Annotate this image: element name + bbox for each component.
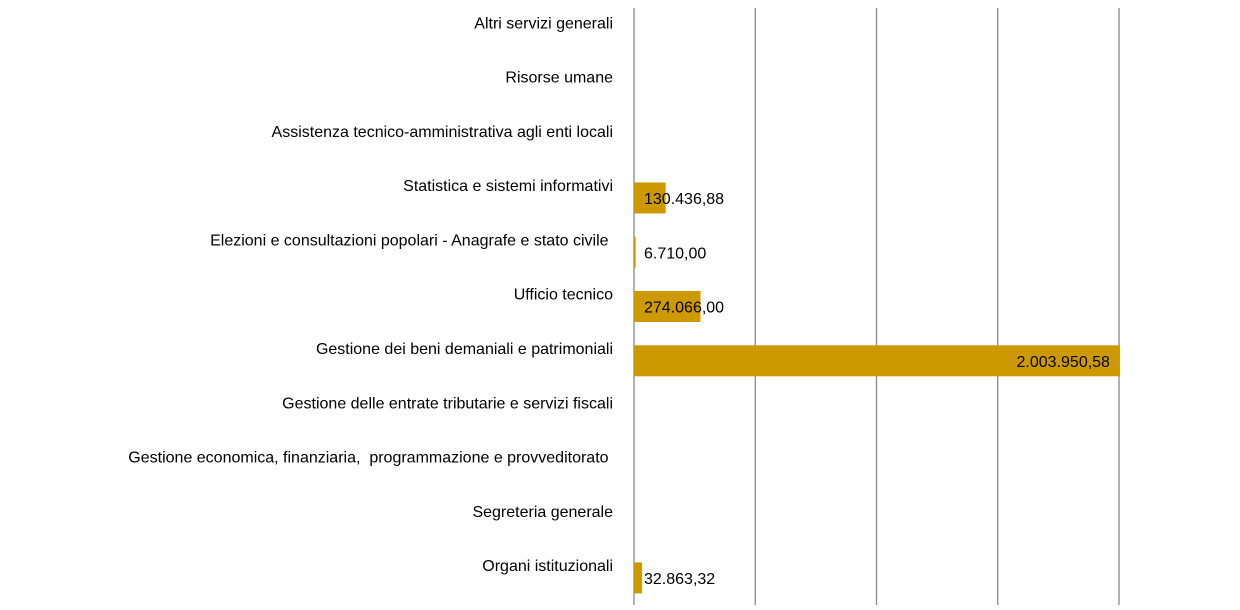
data-label: 130.436,88	[644, 191, 724, 208]
category-label: Altri servizi generali	[474, 15, 613, 32]
category-label: Segreteria generale	[472, 504, 613, 521]
data-label: 274.066,00	[644, 300, 724, 317]
category-label: Gestione dei beni demaniali e patrimonia…	[316, 341, 613, 358]
data-label: 6.710,00	[644, 245, 706, 262]
data-label: 2.003.950,58	[1017, 354, 1111, 371]
bar	[634, 562, 642, 594]
category-label: Risorse umane	[505, 70, 613, 87]
bar	[634, 345, 1120, 377]
category-label: Gestione economica, finanziaria, program…	[128, 450, 613, 467]
bar	[634, 236, 636, 268]
category-label: Ufficio tecnico	[514, 287, 613, 304]
bar	[634, 182, 666, 214]
category-label: Elezioni e consultazioni popolari - Anag…	[210, 232, 613, 249]
category-label: Organi istituzionali	[482, 558, 613, 575]
data-label: 32.863,32	[644, 571, 715, 588]
bar	[634, 291, 701, 322]
category-label: Assistenza tecnico-amministrativa agli e…	[272, 124, 613, 141]
category-label: Statistica e sistemi informativi	[403, 178, 613, 195]
category-label: Gestione delle entrate tributarie e serv…	[282, 395, 613, 412]
